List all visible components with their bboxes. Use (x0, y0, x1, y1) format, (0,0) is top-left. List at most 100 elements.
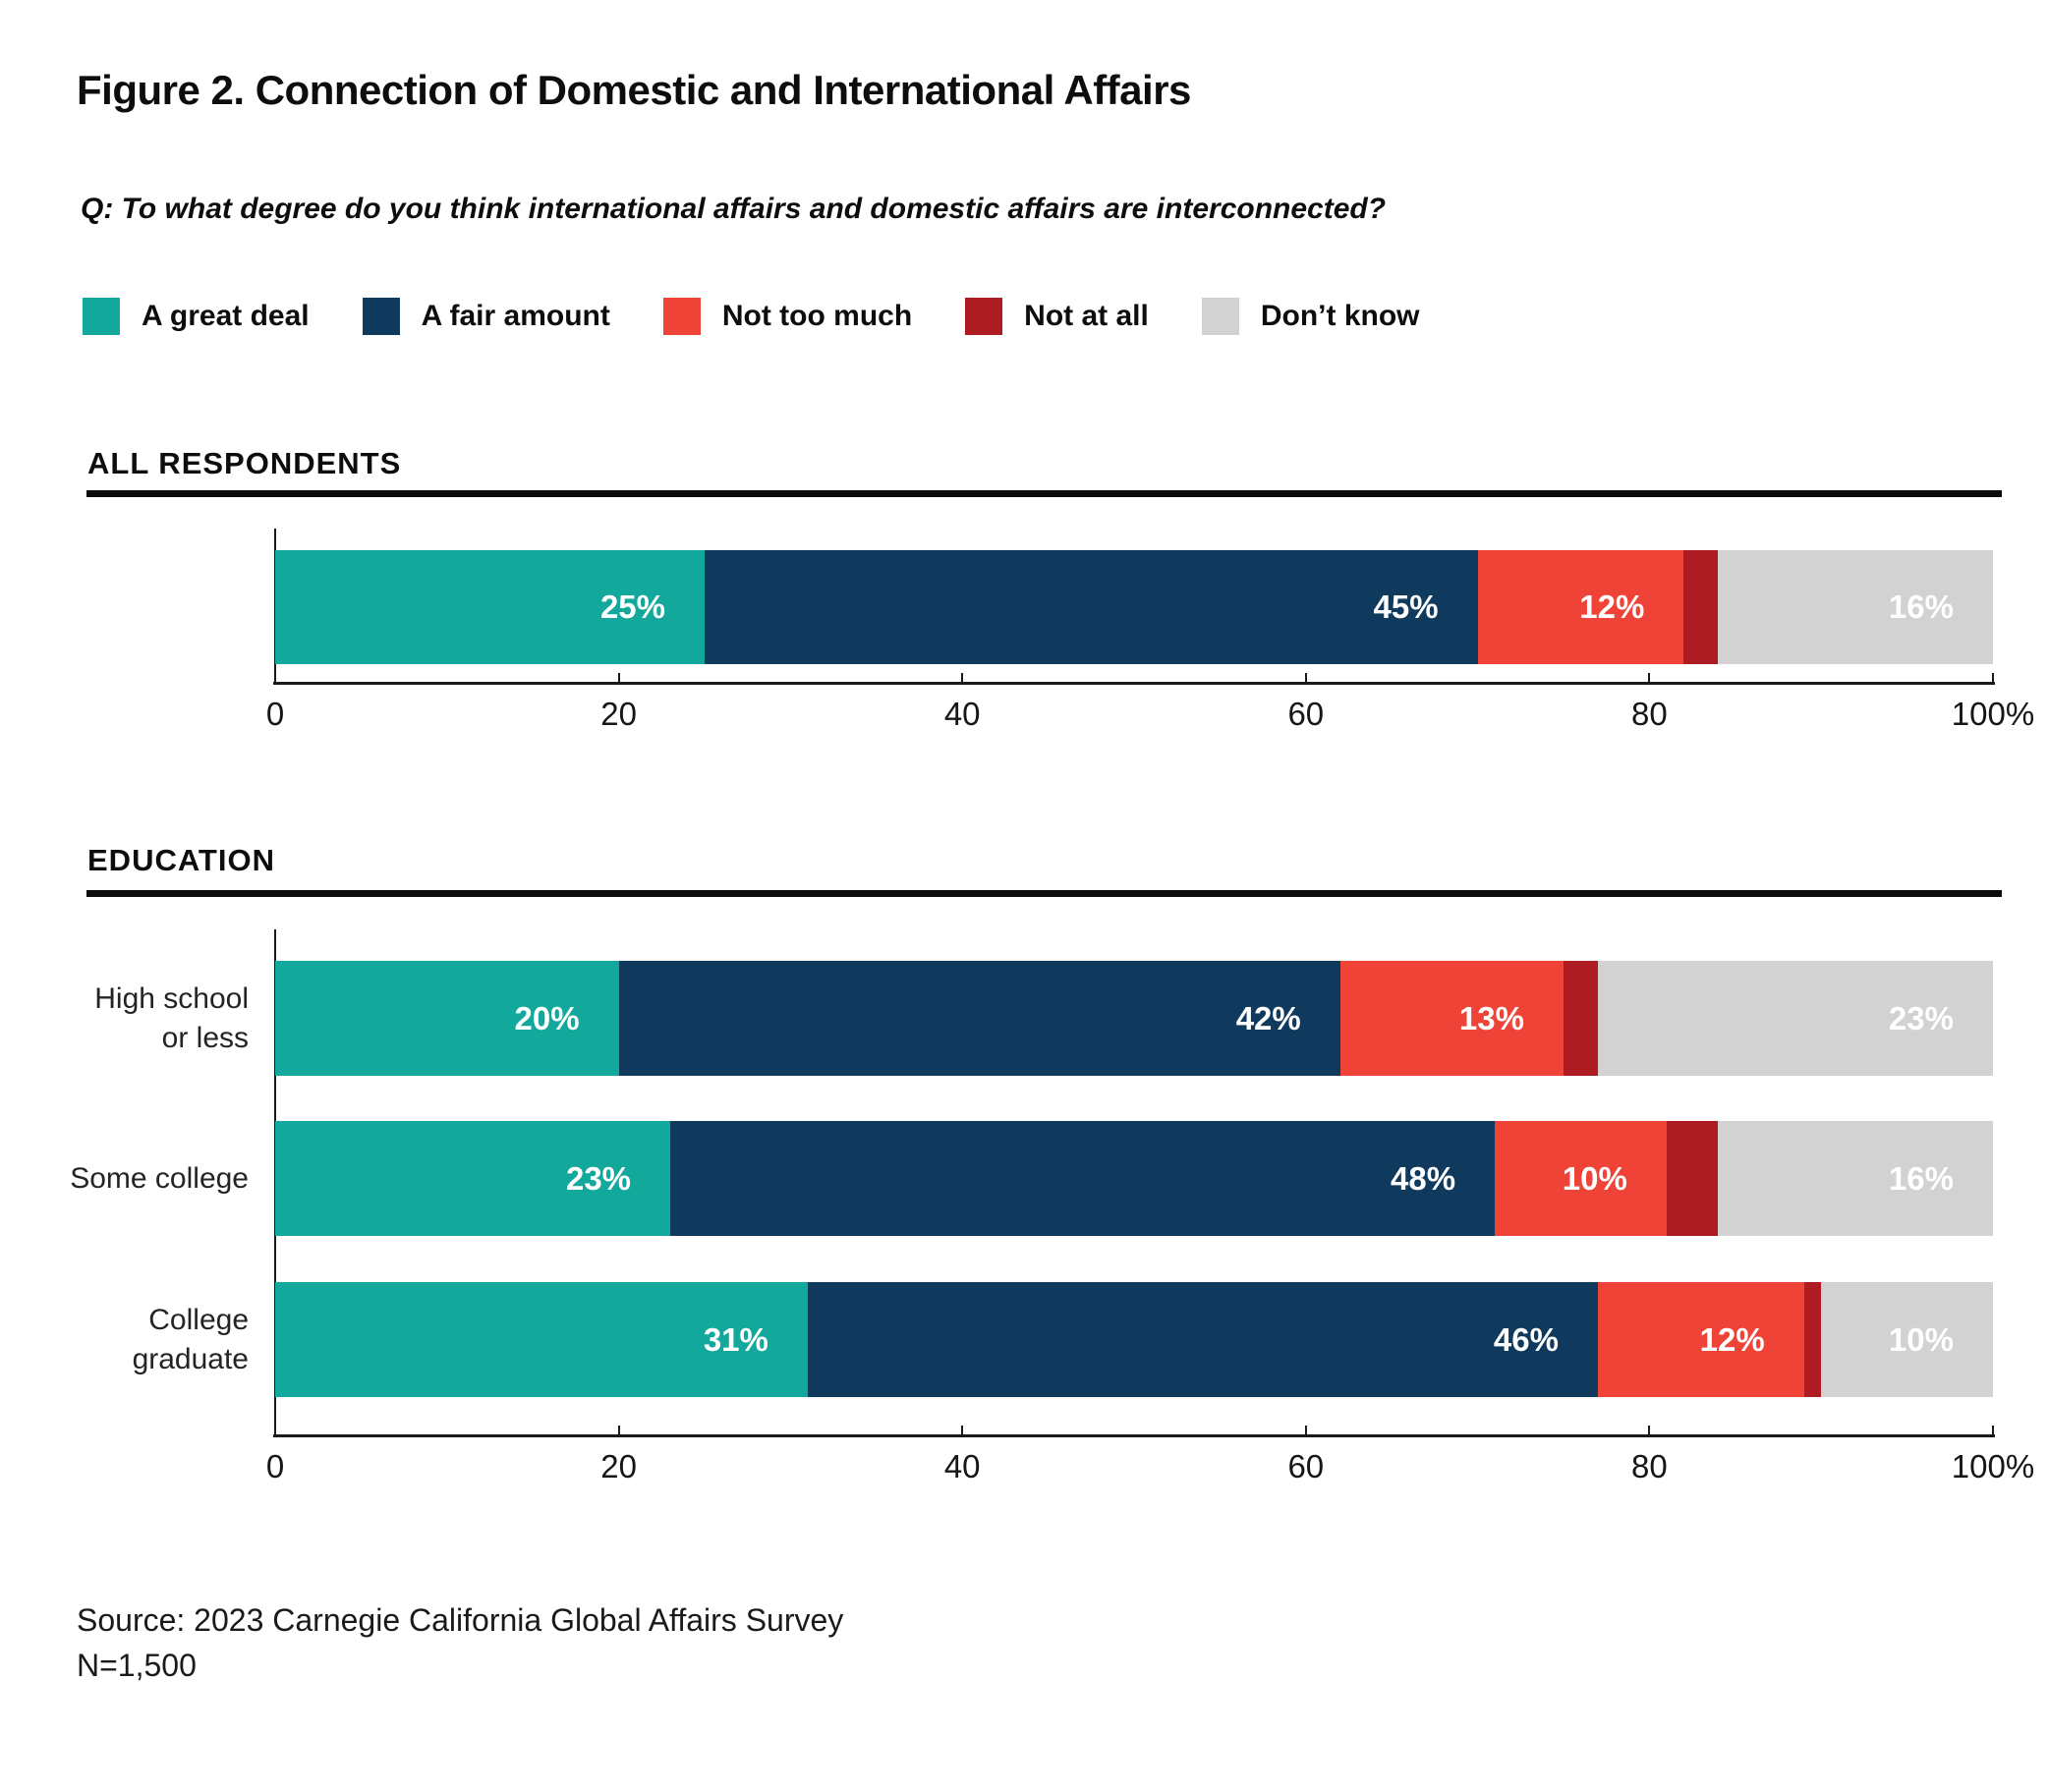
x-tick-label: 40 (943, 696, 981, 732)
bar-value-label: 16% (1888, 588, 1954, 625)
x-tick-label: 80 (1631, 1448, 1668, 1484)
x-axis-tick (1648, 1426, 1651, 1434)
bar-value-label: 45% (1373, 588, 1439, 625)
row-label-line: College (148, 1303, 249, 1336)
bar-row-label (37, 550, 249, 664)
x-tick-label: 100% (1951, 1448, 2035, 1484)
stacked-bar: 31% 46% 12% 10% (275, 1282, 1993, 1397)
bar-segment-dont-know: 16% (1718, 550, 1993, 664)
x-tick-label: 60 (1287, 1448, 1325, 1484)
row-label-line: or less (161, 1021, 249, 1054)
bar-segment-a-fair-amount: 42% (618, 961, 1340, 1076)
legend-label: Not too much (721, 300, 913, 332)
x-axis-tick (961, 673, 964, 682)
bar-value-label: 12% (1579, 588, 1645, 625)
legend-item-a-fair-amount: A fair amount (362, 298, 610, 335)
stacked-bar: 20% 42% 13% 23% (275, 961, 1993, 1076)
bar-row-label: High school or less (37, 961, 249, 1076)
x-axis-tick (1992, 1426, 1994, 1434)
x-tick-label: 20 (600, 696, 637, 732)
bar-segment-not-at-all (1563, 961, 1598, 1076)
bar-segment-not-too-much: 12% (1477, 550, 1684, 664)
x-tick-label: 100% (1951, 696, 2035, 732)
bar-value-label: 48% (1391, 1159, 1456, 1197)
bar-value-label: 10% (1888, 1320, 1954, 1358)
x-axis-line (273, 682, 1995, 685)
bar-value-label: 16% (1888, 1159, 1954, 1197)
source-note: Source: 2023 Carnegie California Global … (77, 1597, 843, 1688)
legend-swatch-a-fair-amount (362, 298, 400, 335)
bar-value-label: 23% (1888, 999, 1954, 1036)
x-axis-tick (1304, 1426, 1307, 1434)
bar-value-label: 42% (1235, 999, 1301, 1036)
bar-value-label: 23% (565, 1159, 632, 1197)
row-label-line: Some college (70, 1161, 249, 1195)
x-axis-tick (617, 673, 620, 682)
stacked-bar: 25% 45% 12% 16% (275, 550, 1993, 664)
bar-value-label: 10% (1562, 1159, 1627, 1197)
bar-segment-dont-know: 10% (1821, 1282, 1993, 1397)
bar-segment-not-too-much: 13% (1339, 961, 1564, 1076)
legend: A great deal A fair amount Not too much … (83, 298, 1420, 335)
legend-swatch-not-at-all (965, 298, 1003, 335)
legend-item-a-great-deal: A great deal (83, 298, 310, 335)
x-tick-label: 0 (265, 696, 285, 732)
legend-item-dont-know: Don’t know (1201, 298, 1420, 335)
x-axis-tick (617, 1426, 620, 1434)
x-tick-label: 80 (1631, 696, 1668, 732)
bar-segment-not-at-all (1683, 550, 1719, 664)
row-label-line: graduate (132, 1342, 249, 1375)
bar-value-label: 46% (1493, 1320, 1559, 1358)
section-divider (86, 890, 2002, 897)
survey-question: Q: To what degree do you think internati… (81, 193, 1387, 225)
legend-swatch-a-great-deal (83, 298, 120, 335)
bar-value-label: 12% (1699, 1320, 1765, 1358)
bar-segment-a-fair-amount: 48% (670, 1121, 1496, 1236)
legend-item-not-too-much: Not too much (662, 298, 913, 335)
bar-segment-a-great-deal: 31% (275, 1282, 808, 1397)
legend-label: Not at all (1024, 300, 1149, 332)
source-line: Source: 2023 Carnegie California Global … (77, 1602, 844, 1638)
bar-row-college-graduate: College graduate 31% 46% 12% 10% (0, 1282, 2048, 1397)
legend-label: A fair amount (421, 300, 610, 332)
row-label-line: High school (94, 981, 249, 1015)
x-axis-tick (1648, 673, 1651, 682)
legend-swatch-not-too-much (662, 298, 701, 335)
x-axis-tick (1992, 673, 1994, 682)
x-tick-label: 40 (943, 1448, 981, 1484)
bar-segment-a-great-deal: 25% (275, 550, 705, 664)
bar-row-some-college: Some college 23% 48% 10% 16% (0, 1121, 2048, 1236)
bar-value-label: 20% (514, 999, 580, 1036)
bar-value-label: 13% (1458, 999, 1524, 1036)
section-heading-all-respondents: ALL RESPONDENTS (87, 446, 402, 480)
bar-segment-not-too-much: 10% (1495, 1121, 1667, 1236)
bar-row-high-school-or-less: High school or less 20% 42% 13% 23% (0, 961, 2048, 1076)
x-tick-label: 60 (1287, 696, 1325, 732)
x-tick-label: 0 (265, 1448, 285, 1484)
bar-segment-dont-know: 23% (1597, 961, 1993, 1076)
legend-label: Don’t know (1260, 300, 1420, 332)
bar-segment-a-fair-amount: 45% (705, 550, 1478, 664)
x-axis-tick (1304, 673, 1307, 682)
stacked-bar: 23% 48% 10% 16% (275, 1121, 1993, 1236)
bar-segment-a-great-deal: 23% (275, 1121, 671, 1236)
bar-value-label: 25% (599, 588, 665, 625)
section-divider (86, 490, 2002, 497)
bar-segment-dont-know: 16% (1718, 1121, 1993, 1236)
bar-value-label: 31% (703, 1320, 768, 1358)
figure-title: Figure 2. Connection of Domestic and Int… (77, 67, 1191, 113)
bar-row-all-respondents: 25% 45% 12% 16% (0, 550, 2048, 664)
bar-segment-a-fair-amount: 46% (807, 1282, 1598, 1397)
bar-segment-not-at-all (1803, 1282, 1822, 1397)
section-heading-education: EDUCATION (87, 843, 275, 877)
x-axis-line (273, 1434, 1995, 1437)
x-tick-label: 20 (600, 1448, 637, 1484)
legend-item-not-at-all: Not at all (965, 298, 1149, 335)
legend-label: A great deal (142, 300, 310, 332)
x-axis-tick (961, 1426, 964, 1434)
bar-segment-a-great-deal: 20% (275, 961, 619, 1076)
legend-swatch-dont-know (1201, 298, 1239, 335)
bar-segment-not-too-much: 12% (1597, 1282, 1804, 1397)
bar-segment-not-at-all (1666, 1121, 1719, 1236)
